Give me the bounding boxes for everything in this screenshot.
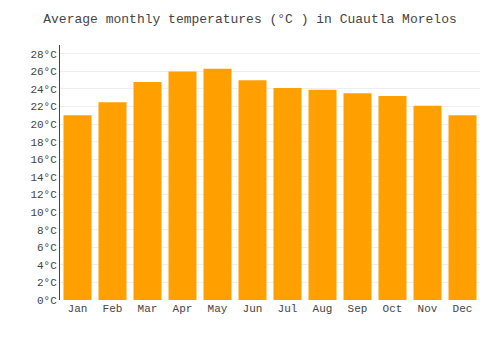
svg-text:Feb: Feb bbox=[103, 303, 123, 315]
svg-text:12°C: 12°C bbox=[30, 189, 57, 201]
svg-text:26°C: 26°C bbox=[30, 66, 57, 78]
svg-text:Jan: Jan bbox=[68, 303, 88, 315]
svg-text:Apr: Apr bbox=[173, 303, 193, 315]
svg-text:Jun: Jun bbox=[243, 303, 263, 315]
svg-text:16°C: 16°C bbox=[30, 154, 57, 166]
svg-text:28°C: 28°C bbox=[30, 49, 57, 61]
svg-text:24°C: 24°C bbox=[30, 84, 57, 96]
svg-text:Dec: Dec bbox=[453, 303, 473, 315]
svg-text:Mar: Mar bbox=[138, 303, 158, 315]
svg-text:Oct: Oct bbox=[383, 303, 403, 315]
svg-text:14°C: 14°C bbox=[30, 172, 57, 184]
svg-text:20°C: 20°C bbox=[30, 119, 57, 131]
svg-text:2°C: 2°C bbox=[37, 277, 57, 289]
svg-text:18°C: 18°C bbox=[30, 137, 57, 149]
svg-text:0°C: 0°C bbox=[37, 295, 57, 307]
svg-text:Sep: Sep bbox=[348, 303, 368, 315]
svg-text:22°C: 22°C bbox=[30, 101, 57, 113]
svg-text:8°C: 8°C bbox=[37, 225, 57, 237]
svg-text:Aug: Aug bbox=[313, 303, 333, 315]
svg-text:Jul: Jul bbox=[278, 303, 298, 315]
svg-text:Average monthly temperatures (: Average monthly temperatures (°C ) in Cu… bbox=[43, 12, 456, 27]
svg-text:Nov: Nov bbox=[418, 303, 438, 315]
svg-text:4°C: 4°C bbox=[37, 260, 57, 272]
svg-text:10°C: 10°C bbox=[30, 207, 57, 219]
svg-text:May: May bbox=[208, 303, 228, 315]
svg-text:6°C: 6°C bbox=[37, 242, 57, 254]
